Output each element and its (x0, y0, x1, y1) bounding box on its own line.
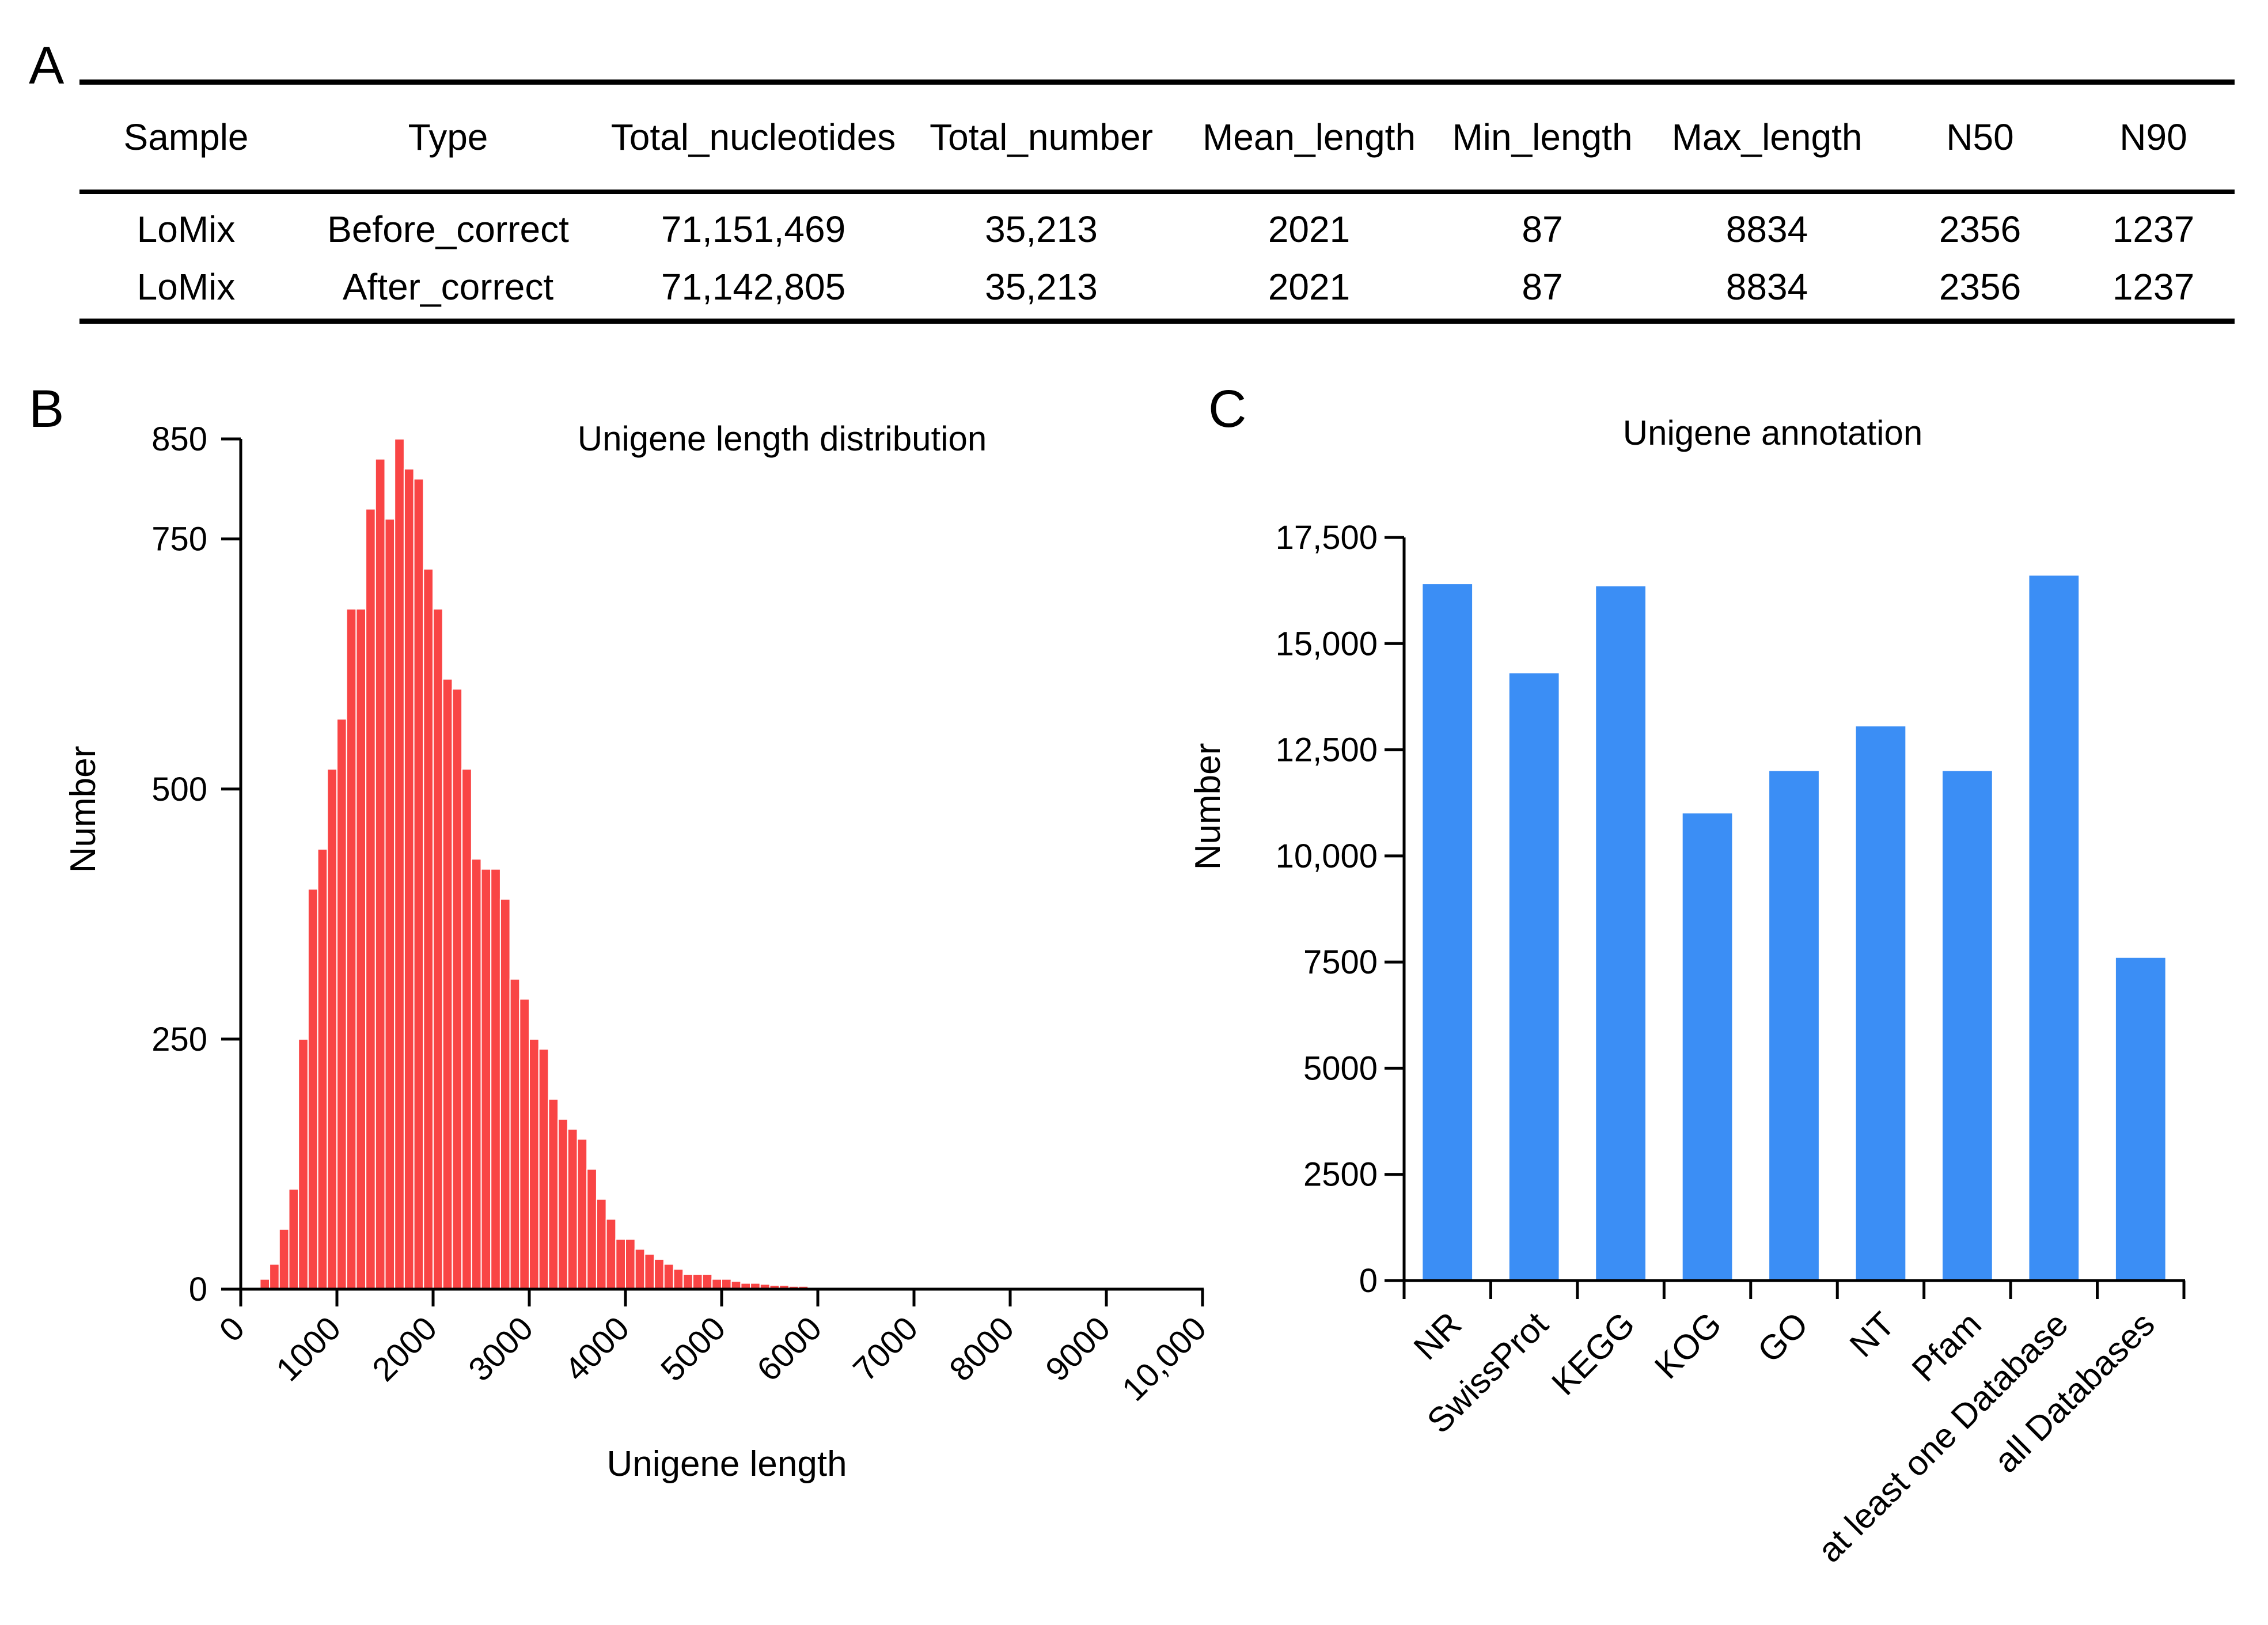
table-cell: 1237 (2112, 266, 2195, 308)
table-cell: 71,151,469 (661, 209, 846, 250)
y-tick-label: 7500 (1303, 944, 1378, 981)
y-tick-label: 10,000 (1276, 838, 1378, 875)
panel-label-b: B (29, 380, 65, 438)
chart-title: Unigene annotation (1623, 414, 1922, 452)
category-label: GO (1750, 1305, 1815, 1370)
y-axis-label: Number (1188, 743, 1228, 870)
table-cell: 8834 (1725, 209, 1808, 250)
y-tick-label: 12,500 (1276, 732, 1378, 769)
y-tick-label: 15,000 (1276, 625, 1378, 662)
table-cell: LoMix (136, 209, 236, 250)
table-header: Max_length (1671, 116, 1863, 158)
table-header: Total_nucleotides (610, 116, 896, 158)
y-tick-label: 750 (151, 521, 207, 558)
annotation-bar (1596, 586, 1645, 1281)
table-cell: Before_correct (327, 209, 569, 250)
table-header: N50 (1946, 116, 2014, 158)
table-cell: 1237 (2112, 209, 2195, 250)
table-cell: 8834 (1725, 266, 1808, 308)
table-cell: After_correct (342, 266, 554, 308)
table-header: Mean_length (1202, 116, 1416, 158)
annotation-bar (2029, 575, 2079, 1281)
x-axis-label: Unigene length (606, 1444, 847, 1484)
table-header: Type (408, 116, 488, 158)
category-label: KEGG (1544, 1305, 1642, 1403)
summary-table: Sample Type Total_nucleotides Total_numb… (79, 79, 2235, 324)
table-header: Min_length (1452, 116, 1633, 158)
y-tick-label: 0 (1359, 1262, 1378, 1300)
y-tick-label: 250 (151, 1021, 207, 1058)
table-header: Total_number (930, 116, 1153, 158)
annotation-bar (2115, 957, 2165, 1281)
category-label: NT (1842, 1305, 1902, 1365)
category-label: NR (1406, 1305, 1469, 1368)
y-tick-label: 850 (151, 421, 207, 458)
y-tick-label: 5000 (1303, 1050, 1378, 1087)
annotation-bar (1423, 584, 1473, 1281)
y-tick-label: 2500 (1303, 1156, 1378, 1194)
annotation-bar (1509, 673, 1559, 1281)
y-tick-label: 17,500 (1276, 519, 1378, 556)
panel-label-c: C (1208, 380, 1247, 438)
y-tick-label: 0 (189, 1271, 207, 1308)
table-row: LoMix Before_correct 71,151,469 35,213 2… (79, 192, 2235, 261)
y-axis-label: Number (63, 746, 103, 873)
category-label: KOG (1647, 1305, 1729, 1387)
table-cell: 2021 (1268, 209, 1351, 250)
table-row: LoMix After_correct 71,142,805 35,213 20… (79, 261, 2235, 321)
chart-title: Unigene length distribution (578, 419, 987, 458)
table-cell: 2356 (1939, 209, 2022, 250)
table-header-row: Sample Type Total_nucleotides Total_numb… (79, 82, 2235, 192)
panel-label-a: A (29, 36, 65, 95)
annotation-bar (1856, 726, 1906, 1281)
table-cell: 35,213 (985, 209, 1098, 250)
y-tick-label: 500 (151, 771, 207, 808)
table-cell: 71,142,805 (661, 266, 846, 308)
annotation-bar (1769, 771, 1819, 1281)
table-cell: 87 (1522, 209, 1563, 250)
table-cell: LoMix (136, 266, 236, 308)
table-cell: 2356 (1939, 266, 2022, 308)
annotation-bar (1682, 813, 1732, 1281)
table-cell: 87 (1522, 266, 1563, 308)
table-header: Sample (123, 116, 249, 158)
table-cell: 35,213 (985, 266, 1098, 308)
table-cell: 2021 (1268, 266, 1351, 308)
annotation-bar (1943, 771, 1992, 1281)
table-header: N90 (2119, 116, 2187, 158)
